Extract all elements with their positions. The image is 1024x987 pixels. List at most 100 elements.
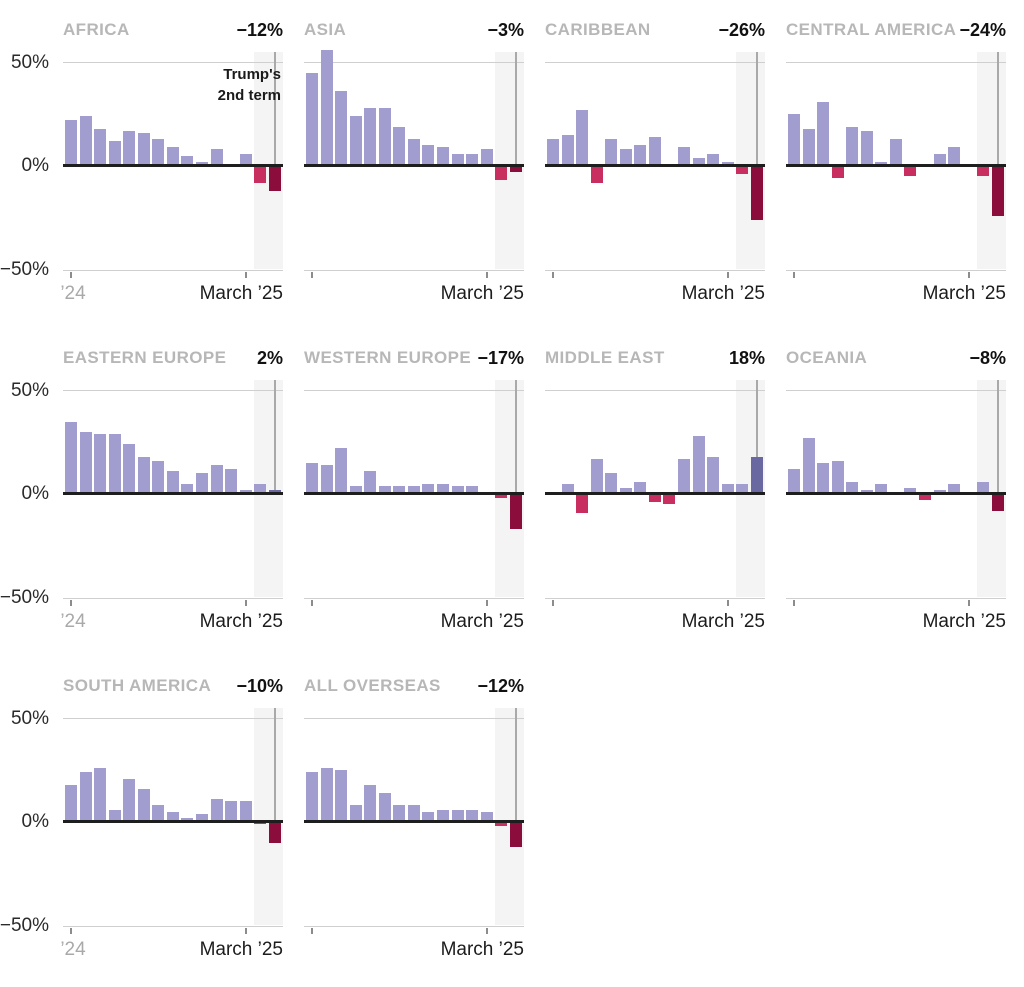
x-label-end: March ’25 xyxy=(199,283,283,304)
bar xyxy=(335,770,348,822)
bar xyxy=(933,489,946,494)
region-title: MIDDLE EAST xyxy=(545,348,665,367)
bar xyxy=(466,809,479,822)
bar xyxy=(210,149,223,166)
region-panel: EASTERN EUROPE 2% 50% 0% −50% ’24 March … xyxy=(0,336,283,633)
bar xyxy=(108,141,121,166)
bar xyxy=(817,101,830,166)
bar xyxy=(451,809,464,822)
bar xyxy=(561,134,574,166)
bar xyxy=(195,473,208,494)
bar xyxy=(393,485,406,494)
x-axis: ’24 March ’25 xyxy=(60,271,283,305)
region-title: AFRICA xyxy=(63,20,130,39)
bar xyxy=(378,793,391,822)
bar xyxy=(750,456,763,494)
x-label-end: March ’25 xyxy=(922,283,1006,304)
bar xyxy=(480,149,493,166)
bar xyxy=(364,784,377,822)
bar xyxy=(707,153,720,166)
bar xyxy=(904,487,917,494)
x-axis: March ’25 xyxy=(304,927,524,961)
bar xyxy=(210,799,223,822)
panel-header: SOUTH AMERICA −10% xyxy=(63,664,283,708)
bar xyxy=(451,153,464,166)
term-start-line xyxy=(997,380,999,494)
term-start-line xyxy=(515,52,517,166)
bar xyxy=(239,489,252,494)
bar xyxy=(677,147,690,166)
bar xyxy=(195,161,208,166)
bar xyxy=(195,813,208,822)
zero-line xyxy=(545,164,765,167)
x-axis: ’24 March ’25 xyxy=(60,599,283,633)
bar xyxy=(407,805,420,822)
plot-area xyxy=(545,380,765,599)
bar xyxy=(268,822,281,843)
zero-line xyxy=(545,492,765,495)
x-label-end: March ’25 xyxy=(681,283,765,304)
x-tick-start xyxy=(793,272,795,278)
panel-header: AFRICA −12% xyxy=(63,8,283,52)
x-label-end: March ’25 xyxy=(922,611,1006,632)
region-title: SOUTH AMERICA xyxy=(63,676,212,695)
x-tick-start xyxy=(70,272,72,278)
bar xyxy=(306,72,318,166)
panel-header: CENTRAL AMERICA −24% xyxy=(786,8,1006,52)
zero-line xyxy=(63,820,283,823)
bar xyxy=(407,485,420,494)
bar xyxy=(268,166,281,191)
zero-line xyxy=(304,164,524,167)
bar xyxy=(948,147,961,166)
region-title: EASTERN EUROPE xyxy=(63,348,227,367)
gridline-50pct xyxy=(786,390,1006,391)
bar xyxy=(166,811,179,822)
bar xyxy=(991,494,1004,511)
bar xyxy=(181,817,194,822)
y-tick-label: 50% xyxy=(10,380,49,401)
x-tick-start xyxy=(311,928,313,934)
term-annotation-line1: Trump's xyxy=(223,66,281,83)
x-tick-end xyxy=(245,600,247,606)
bar xyxy=(904,166,917,177)
panel-header: ASIA −3% xyxy=(304,8,524,52)
plot-area xyxy=(545,52,765,271)
bar xyxy=(335,448,348,494)
bar xyxy=(65,784,77,822)
region-panel: SOUTH AMERICA −10% 50% 0% −50% ’24 March… xyxy=(0,664,283,961)
bar xyxy=(977,166,990,177)
x-label-end: March ’25 xyxy=(440,939,524,960)
zero-line xyxy=(786,492,1006,495)
bar xyxy=(663,494,676,505)
plot-area xyxy=(786,52,1006,271)
zero-line xyxy=(63,492,283,495)
region-title: CENTRAL AMERICA xyxy=(786,20,957,39)
gridline-50pct xyxy=(786,62,1006,63)
bar xyxy=(802,128,815,166)
term-start-line xyxy=(997,52,999,166)
bar xyxy=(108,809,121,822)
bar xyxy=(634,481,647,494)
x-label-end: March ’25 xyxy=(440,611,524,632)
bar xyxy=(495,166,508,181)
bar xyxy=(466,153,479,166)
plot-area xyxy=(786,380,1006,599)
y-tick-label: −50% xyxy=(0,259,49,280)
bar xyxy=(860,489,873,494)
bar xyxy=(108,433,121,494)
bar xyxy=(576,110,589,166)
latest-change-label: 2% xyxy=(256,348,283,368)
latest-change-label: −12% xyxy=(236,20,283,40)
x-axis: March ’25 xyxy=(304,271,524,305)
bar xyxy=(349,485,362,494)
trump-term-band xyxy=(495,52,524,269)
x-tick-end xyxy=(968,600,970,606)
plot-area xyxy=(304,380,524,599)
bar xyxy=(123,444,136,494)
latest-change-label: −10% xyxy=(236,676,283,696)
bar xyxy=(480,811,493,822)
bar xyxy=(802,438,815,494)
x-label-start: ’24 xyxy=(60,283,86,304)
bar xyxy=(65,421,77,494)
x-label-end: March ’25 xyxy=(681,611,765,632)
